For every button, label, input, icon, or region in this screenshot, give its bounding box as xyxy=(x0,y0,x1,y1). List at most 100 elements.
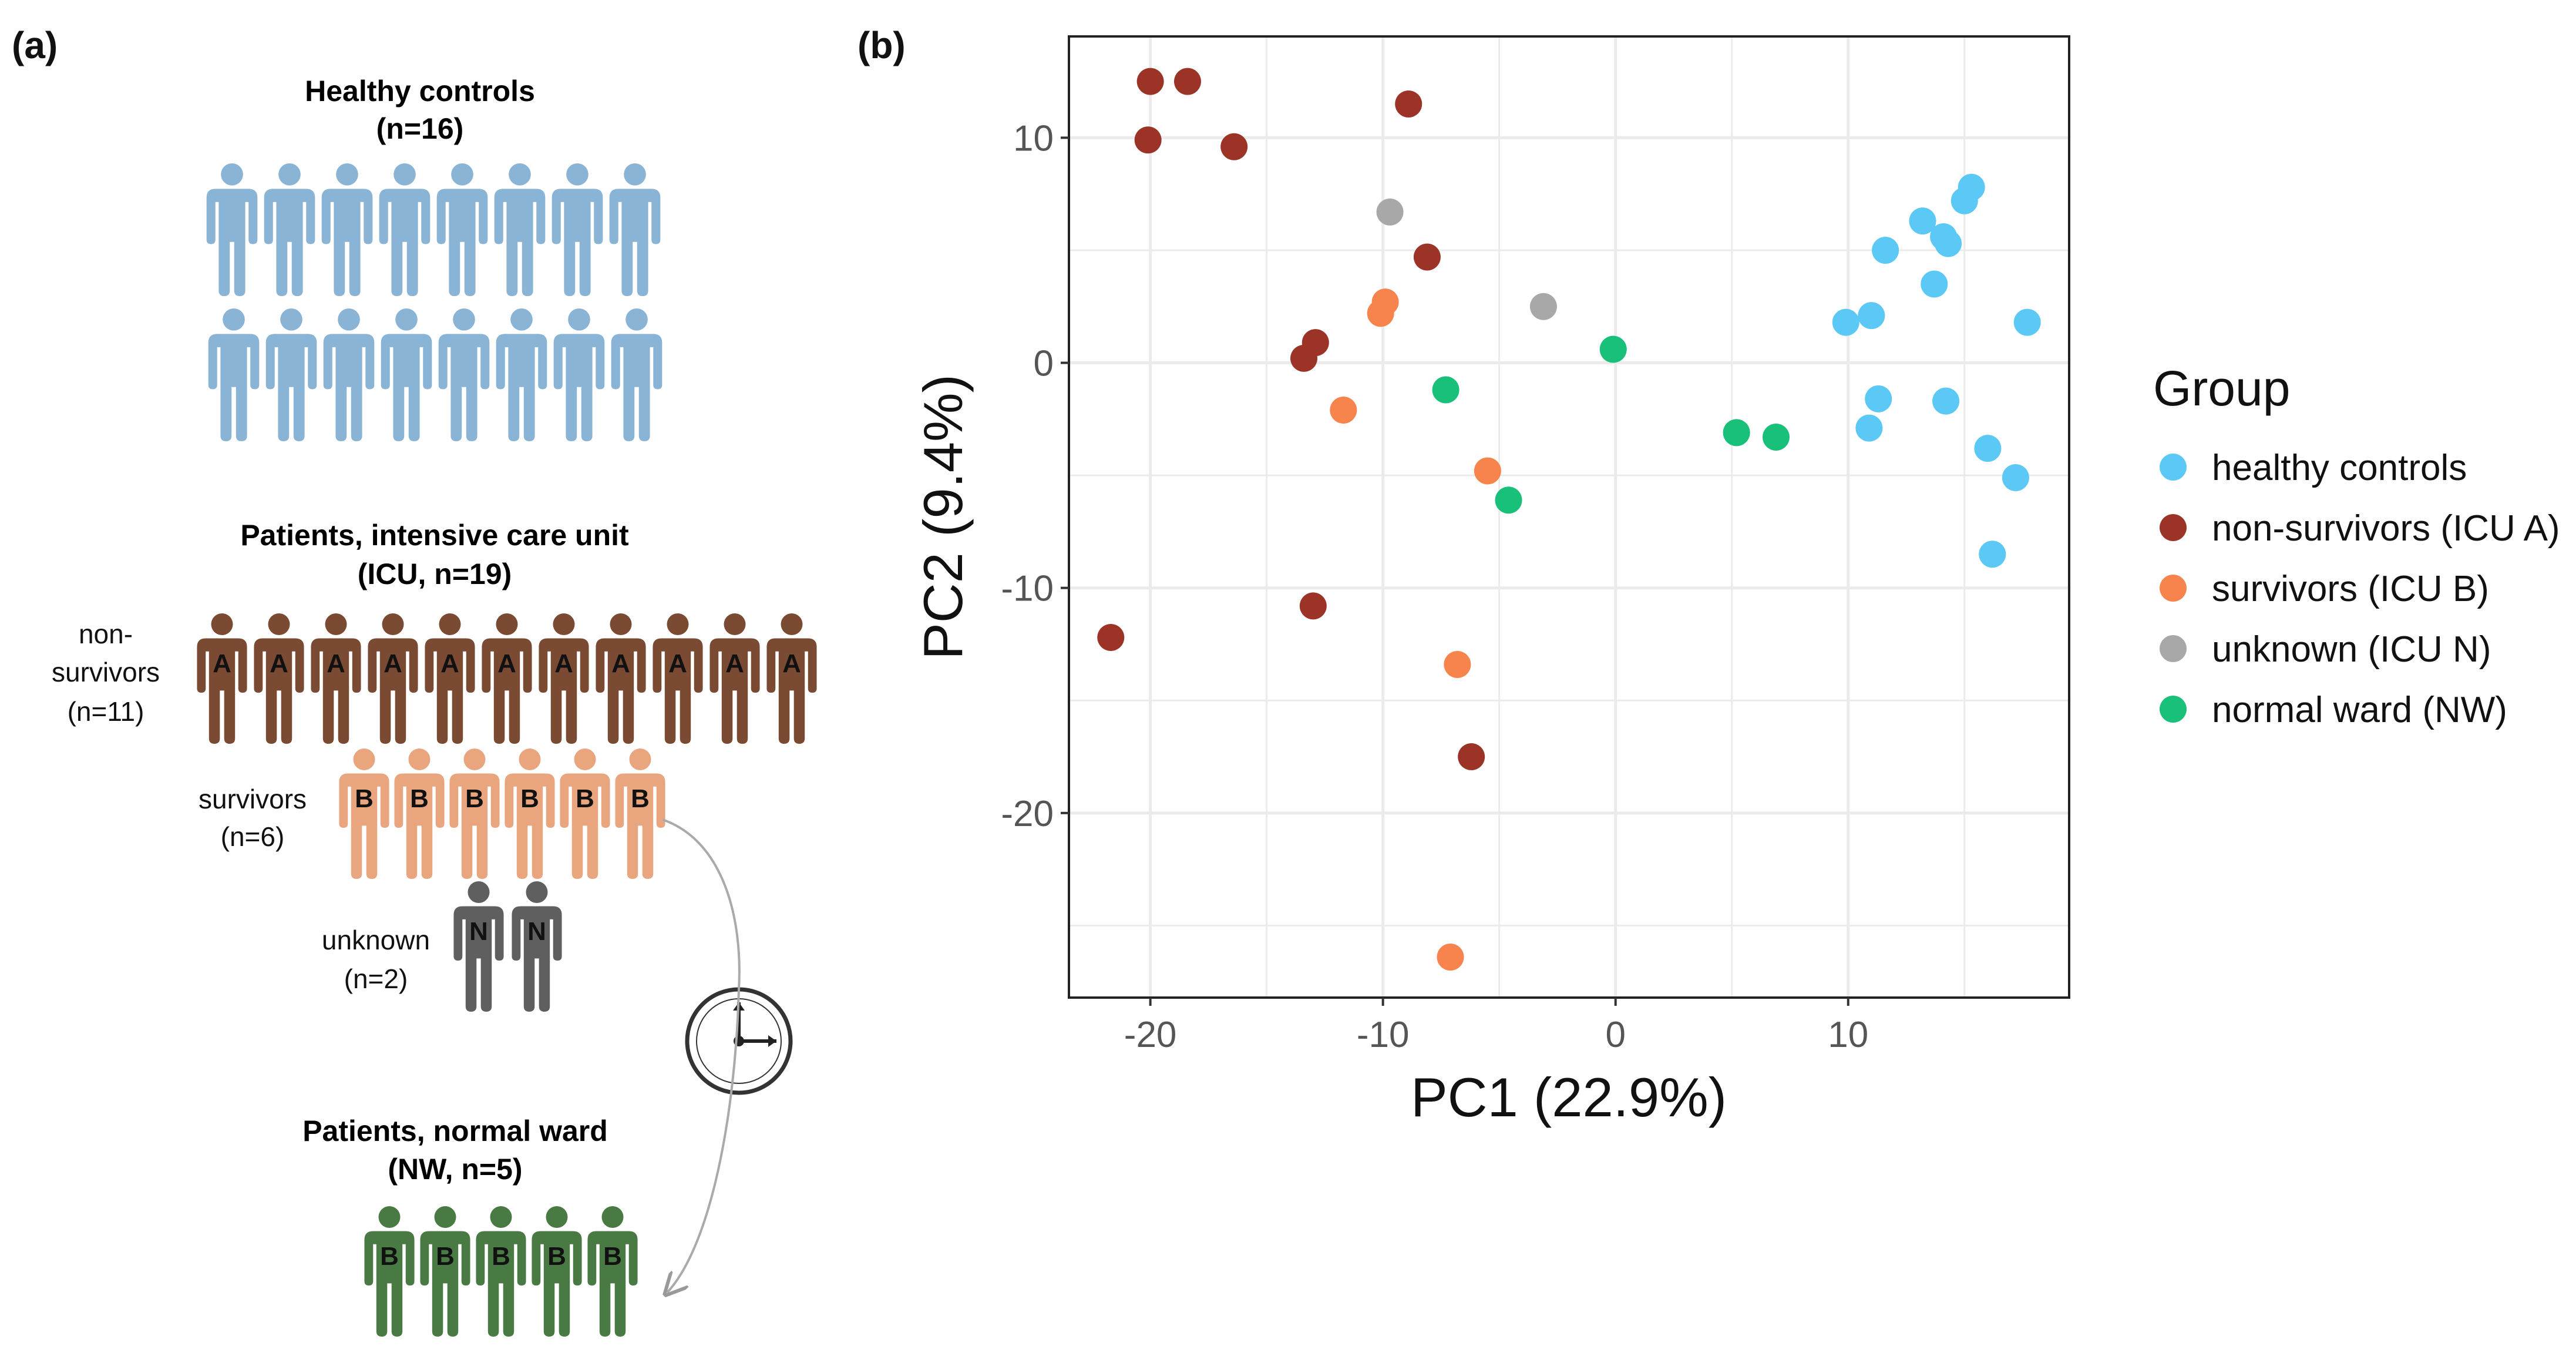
person-group-letter: B xyxy=(410,784,429,813)
person-group-letter: B xyxy=(380,1242,399,1271)
person-group-letter: A xyxy=(270,649,288,678)
person-icon: B xyxy=(339,748,389,879)
healthy-title-line2: (n=16) xyxy=(376,112,464,145)
legend-swatch xyxy=(2160,635,2187,662)
person-group-letter: N xyxy=(527,917,546,946)
axis-ticks: -20 -10 0 10 10 0 -10 -20 xyxy=(1001,118,1868,1055)
person-group-letter: B xyxy=(631,784,650,813)
legend-entry: non-survivors (ICU A) xyxy=(2212,508,2560,549)
data-point xyxy=(1330,397,1357,424)
person-group-letter: B xyxy=(603,1242,622,1271)
panel-a-schematic: Healthy controls (n=16) Patients, intens… xyxy=(52,75,817,1337)
data-point xyxy=(1921,270,1948,298)
transfer-arrow xyxy=(663,818,741,1293)
person-group-letter: A xyxy=(668,649,687,678)
legend-swatch xyxy=(2160,454,2187,481)
person-icon xyxy=(206,163,258,296)
y-tick-label: -20 xyxy=(1001,794,1054,834)
person-icon: A xyxy=(539,613,589,744)
y-tick-label: -10 xyxy=(1001,569,1054,609)
legend-entry: healthy controls xyxy=(2212,448,2467,488)
legend-entry: unknown (ICU N) xyxy=(2212,629,2491,670)
data-point xyxy=(1762,423,1790,451)
data-point xyxy=(1376,198,1404,226)
person-icon xyxy=(321,163,373,296)
data-point xyxy=(1413,243,1441,271)
unknown-label-line1: unknown xyxy=(322,925,430,955)
person-icon: B xyxy=(449,748,500,879)
data-point xyxy=(2013,308,2041,336)
person-icon: N xyxy=(453,881,504,1012)
x-tick-label: -20 xyxy=(1124,1015,1177,1055)
person-group-letter: A xyxy=(497,649,516,678)
person-group-letter: A xyxy=(725,649,744,678)
person-icon xyxy=(264,163,315,296)
data-point xyxy=(1865,385,1892,412)
person-icon: B xyxy=(394,748,445,879)
person-icon: B xyxy=(505,748,555,879)
person-icon xyxy=(609,163,661,296)
data-point xyxy=(1134,126,1162,154)
legend-swatch xyxy=(2160,696,2187,723)
unknown-label-line2: (n=2) xyxy=(344,964,408,994)
nw-title-line1: Patients, normal ward xyxy=(302,1115,608,1147)
data-point xyxy=(2002,464,2029,491)
x-tick-label: -10 xyxy=(1357,1015,1410,1055)
person-icon xyxy=(265,308,317,441)
data-point xyxy=(1290,344,1318,372)
nw-title-line2: (NW, n=5) xyxy=(388,1153,522,1186)
pca-scatter-plot: -20 -10 0 10 10 0 -10 -20 PC1 (22.9%) PC2 (9.4%… xyxy=(912,35,2560,1128)
person-icon xyxy=(553,308,605,441)
healthy-title-line1: Healthy controls xyxy=(305,75,535,108)
person-icon: A xyxy=(425,613,475,744)
person-icon xyxy=(379,163,431,296)
person-icon: N xyxy=(512,881,562,1012)
person-icon xyxy=(494,163,546,296)
data-point xyxy=(1832,308,1859,336)
legend-swatch xyxy=(2160,514,2187,541)
data-point xyxy=(1932,387,1960,415)
y-axis-title: PC2 (9.4%) xyxy=(912,374,974,660)
data-point xyxy=(1220,133,1248,160)
person-icon: A xyxy=(482,613,532,744)
person-group-letter: N xyxy=(469,917,488,946)
data-point xyxy=(1173,68,1201,95)
plot-border xyxy=(1068,35,2070,999)
person-icon: A xyxy=(311,613,361,744)
person-icon: A xyxy=(766,613,817,744)
person-icon xyxy=(496,308,547,441)
data-point xyxy=(1458,743,1485,771)
data-point xyxy=(1495,486,1522,514)
data-point xyxy=(1599,335,1627,363)
person-icon xyxy=(438,308,490,441)
person-icon xyxy=(208,308,260,441)
person-group-letter: B xyxy=(520,784,539,813)
person-icon: A xyxy=(709,613,760,744)
x-tick-label: 10 xyxy=(1828,1015,1868,1055)
legend: Group healthy controls non-survivors (ICU… xyxy=(2153,361,2560,730)
data-point xyxy=(1909,207,1936,235)
panel-b-label: (b) xyxy=(857,24,906,66)
data-point xyxy=(1136,68,1164,95)
person-group-letter: A xyxy=(213,649,231,678)
icu-title-line1: Patients, intensive care unit xyxy=(240,519,629,552)
person-group-letter: A xyxy=(611,649,630,678)
person-icon xyxy=(381,308,432,441)
person-group-letter: B xyxy=(547,1242,566,1271)
data-point xyxy=(1723,419,1750,447)
person-icon xyxy=(611,308,663,441)
legend-title: Group xyxy=(2153,361,2290,416)
data-point xyxy=(1097,623,1125,651)
panel-a-label: (a) xyxy=(12,24,58,66)
y-tick-label: 0 xyxy=(1034,344,1054,384)
person-icon: B xyxy=(420,1206,470,1337)
x-axis-title: PC1 (22.9%) xyxy=(1411,1066,1727,1128)
legend-entry: normal ward (NW) xyxy=(2212,690,2507,730)
person-group-letter: A xyxy=(327,649,345,678)
data-point xyxy=(1444,650,1471,678)
icu-title-line2: (ICU, n=19) xyxy=(358,558,512,590)
data-point xyxy=(1855,414,1883,442)
person-group-letter: A xyxy=(782,649,801,678)
